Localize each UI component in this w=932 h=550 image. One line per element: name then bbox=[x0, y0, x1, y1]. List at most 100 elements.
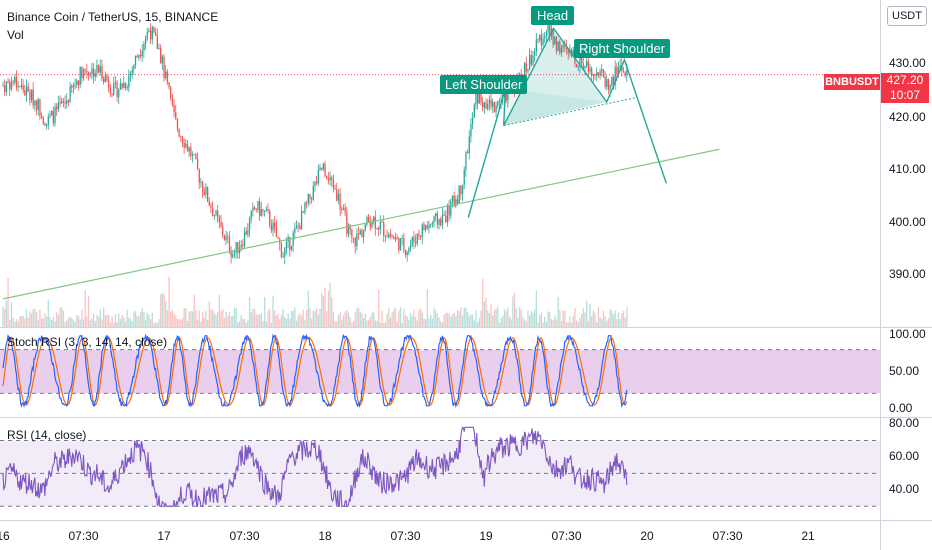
candle-body bbox=[386, 236, 388, 238]
volume-bar bbox=[123, 317, 125, 327]
volume-bar bbox=[274, 310, 276, 327]
volume-bar bbox=[52, 316, 55, 327]
candle-body bbox=[401, 237, 403, 239]
volume-bar bbox=[111, 316, 113, 327]
head-label[interactable]: Head bbox=[531, 6, 575, 25]
volume-bar bbox=[352, 321, 355, 327]
volume-bar bbox=[431, 318, 434, 327]
candle-body bbox=[445, 215, 447, 223]
currency-badge[interactable]: USDT bbox=[887, 6, 927, 26]
chart-symbol-title[interactable]: Binance Coin / TetherUS, 15, BINANCE bbox=[7, 10, 219, 24]
volume-bar bbox=[342, 315, 345, 327]
volume-bar bbox=[176, 318, 179, 327]
volume-bar bbox=[341, 319, 343, 327]
volume-bar bbox=[270, 322, 273, 327]
rsi-label[interactable]: RSI (14, close) bbox=[7, 428, 87, 442]
volume-bar bbox=[20, 315, 23, 327]
candle-body bbox=[4, 85, 6, 92]
volume-bar bbox=[443, 314, 445, 327]
volume-bar bbox=[597, 307, 600, 327]
volume-bar bbox=[334, 321, 336, 327]
left-shoulder-label[interactable]: Left Shoulder bbox=[440, 75, 528, 94]
volume-bar bbox=[312, 310, 314, 327]
volume-bar bbox=[404, 314, 407, 327]
volume-bar bbox=[560, 321, 563, 327]
candle-body bbox=[406, 252, 408, 256]
time-tick: 07:30 bbox=[390, 529, 421, 543]
volume-bar bbox=[535, 290, 538, 327]
candle-body bbox=[71, 85, 73, 88]
candle-body bbox=[151, 27, 153, 40]
time-tick: 19 bbox=[479, 529, 493, 543]
volume-bar bbox=[149, 319, 152, 327]
candle-body bbox=[76, 80, 78, 86]
volume-bar bbox=[188, 311, 190, 327]
candle-body bbox=[30, 89, 33, 101]
y-tick-430: 430.00 bbox=[889, 56, 926, 70]
volume-bar bbox=[264, 297, 266, 327]
volume-bar bbox=[508, 316, 511, 327]
volume-bar bbox=[156, 322, 158, 327]
candle-body bbox=[384, 235, 387, 237]
volume-bar bbox=[180, 320, 182, 327]
volume-bar bbox=[146, 312, 148, 327]
candle-body bbox=[565, 46, 568, 50]
neckline bbox=[503, 97, 637, 127]
volume-bar bbox=[82, 319, 85, 327]
candle-body bbox=[487, 104, 489, 109]
volume-bar bbox=[523, 319, 526, 327]
candle-body bbox=[336, 189, 338, 201]
support-trendline bbox=[2, 148, 720, 300]
candle-body bbox=[92, 68, 95, 77]
volume-bar bbox=[72, 320, 75, 327]
volume-bar bbox=[126, 309, 128, 327]
candle-body bbox=[349, 224, 351, 230]
volume-bar bbox=[51, 320, 53, 327]
candle-body bbox=[5, 81, 8, 92]
candle-body bbox=[497, 100, 499, 106]
candle-body bbox=[421, 224, 423, 237]
candle-body bbox=[188, 147, 190, 152]
volume-bar bbox=[589, 303, 591, 327]
candle-body bbox=[207, 187, 209, 202]
stoch-k-line bbox=[2, 333, 628, 409]
candle-body bbox=[257, 200, 259, 210]
volume-bar bbox=[269, 308, 271, 327]
volume-label[interactable]: Vol bbox=[7, 28, 24, 42]
volume-bar bbox=[534, 309, 536, 327]
volume-bar bbox=[559, 310, 561, 327]
volume-bar bbox=[64, 322, 66, 327]
volume-bar bbox=[606, 320, 608, 327]
candle-body bbox=[419, 235, 422, 237]
time-axis[interactable]: 16 07:30 17 07:30 18 07:30 19 07:30 20 07:30 21 bbox=[0, 521, 880, 550]
candle-body bbox=[237, 242, 239, 254]
volume-bar bbox=[316, 308, 318, 327]
candle-body bbox=[72, 85, 75, 88]
volume-bar bbox=[564, 310, 566, 327]
candle-body bbox=[87, 72, 90, 76]
volume-bar bbox=[103, 307, 105, 327]
volume-bar bbox=[227, 316, 229, 327]
candle-body bbox=[19, 86, 21, 88]
candle-body bbox=[265, 209, 268, 212]
volume-bar bbox=[106, 314, 108, 327]
volume-bar bbox=[35, 311, 38, 327]
candle-body bbox=[25, 86, 28, 96]
volume-bar bbox=[483, 301, 486, 327]
candle-body bbox=[378, 228, 380, 230]
candle-body bbox=[572, 49, 574, 56]
volume-bar bbox=[493, 309, 496, 327]
candle-body bbox=[341, 209, 343, 211]
volume-bar bbox=[445, 312, 447, 327]
volume-bar bbox=[280, 314, 283, 327]
volume-bar bbox=[604, 316, 606, 327]
candle-body bbox=[243, 231, 246, 247]
candle-body bbox=[131, 69, 133, 73]
y-tick-410: 410.00 bbox=[889, 162, 926, 176]
volume-bar bbox=[217, 311, 219, 327]
candle-body bbox=[369, 222, 371, 228]
right-shoulder-label[interactable]: Right Shoulder bbox=[574, 39, 670, 58]
stoch-rsi-label[interactable]: Stoch RSI (3, 3, 14, 14, close) bbox=[7, 335, 168, 349]
candle-body bbox=[232, 254, 234, 257]
